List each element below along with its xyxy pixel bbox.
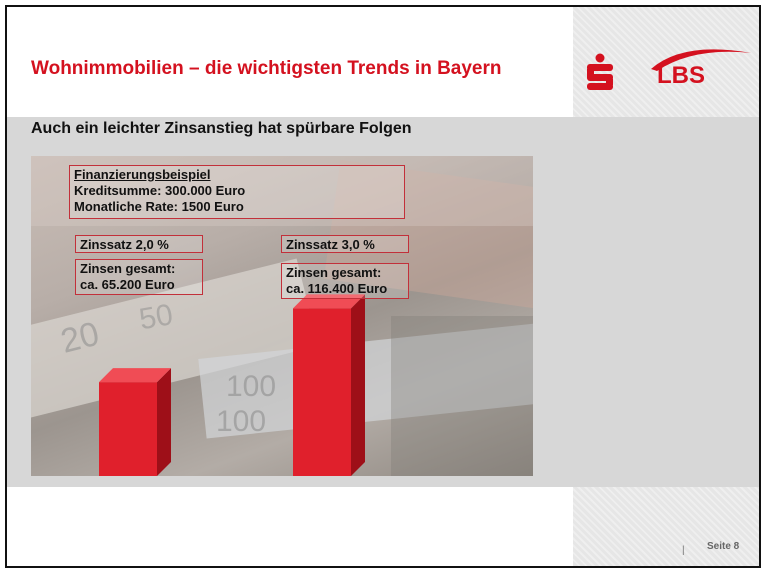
example-credit-sum: Kreditsumme: 300.000 Euro — [74, 183, 246, 198]
rate-label-a: Zinssatz 2,0 % — [75, 235, 203, 253]
footer-separator: | — [682, 545, 685, 556]
interest-box-a: Zinsen gesamt: ca. 65.200 Euro — [75, 259, 203, 295]
lbs-logo: LBS — [651, 49, 751, 89]
bar-front-2 — [293, 308, 351, 476]
interest-box-b: Zinsen gesamt: ca. 116.400 Euro — [281, 263, 409, 299]
lbs-logo-text: LBS — [657, 62, 705, 89]
bar-front-1 — [99, 382, 157, 476]
rate-label-b: Zinssatz 3,0 % — [281, 235, 409, 253]
bar-side-2 — [351, 294, 365, 476]
svg-text:50: 50 — [137, 298, 176, 336]
financing-example-box: Finanzierungsbeispiel Kreditsumme: 300.0… — [69, 165, 405, 219]
bar-side-1 — [157, 368, 171, 476]
banknote-background: 20 50 100 100 — [31, 156, 533, 476]
chart-area: 20 50 100 100 Finanzierungsbeispiel Kred… — [31, 156, 533, 476]
sparkasse-s-icon — [587, 53, 613, 90]
slide-title: Wohnimmobilien – die wichtigsten Trends … — [31, 58, 502, 79]
interest-total-label-a: Zinsen gesamt: — [80, 261, 176, 276]
bar-top-1 — [99, 368, 171, 383]
slide-subtitle: Auch ein leichter Zinsanstieg hat spürba… — [31, 120, 412, 137]
interest-total-label-b: Zinsen gesamt: — [286, 265, 382, 280]
bar-1 — [99, 368, 171, 476]
footer-panel — [573, 487, 759, 566]
bar-2 — [293, 294, 365, 476]
bar-series — [99, 294, 365, 476]
example-heading: Finanzierungsbeispiel — [74, 167, 211, 182]
svg-text:100: 100 — [226, 370, 276, 403]
page-number: Seite 8 — [707, 541, 740, 552]
interest-total-value-a: ca. 65.200 Euro — [80, 277, 175, 292]
bar-top-2 — [293, 294, 365, 309]
example-monthly-rate: Monatliche Rate: 1500 Euro — [74, 199, 244, 214]
interest-total-value-b: ca. 116.400 Euro — [286, 281, 388, 296]
svg-text:20: 20 — [57, 315, 103, 361]
slide: Wohnimmobilien – die wichtigsten Trends … — [5, 5, 761, 568]
svg-text:100: 100 — [216, 405, 266, 438]
